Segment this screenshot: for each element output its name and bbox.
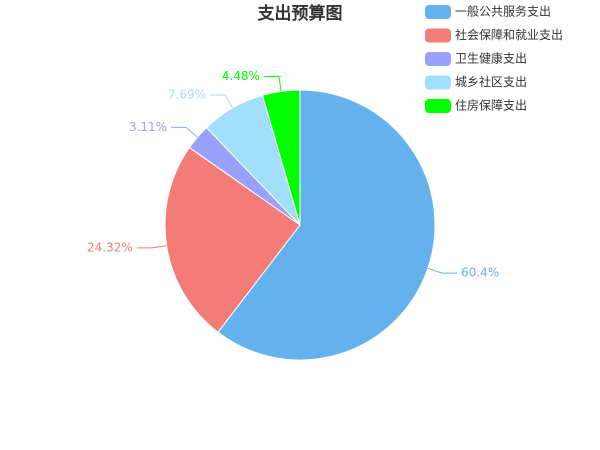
data-label: 3.11% [129,120,167,134]
leader-line [263,75,282,92]
legend-swatch[interactable] [425,99,451,113]
legend-label[interactable]: 卫生健康支出 [455,51,527,66]
leader-line [427,267,458,274]
leader-line [171,126,198,138]
legend-swatch[interactable] [425,75,451,90]
leader-line [210,94,233,109]
chart-title: 支出预算图 [258,3,343,24]
legend-label[interactable]: 社会保障和就业支出 [455,27,563,42]
legend-swatch[interactable] [425,52,451,66]
pie-slice [164,146,301,333]
data-label: 7.69% [168,88,206,102]
data-label: 4.48% [222,69,260,83]
leader-line [136,245,167,249]
legend-label[interactable]: 城乡社区支出 [455,74,527,89]
pie-slice [217,89,436,361]
legend-label[interactable]: 一般公共服务支出 [455,4,551,19]
legend-swatch[interactable] [425,28,451,43]
legend-swatch[interactable] [425,5,451,19]
legend-label[interactable]: 住房保障支出 [455,98,527,113]
data-label: 60.4% [461,266,499,280]
data-label: 24.32% [87,240,133,254]
